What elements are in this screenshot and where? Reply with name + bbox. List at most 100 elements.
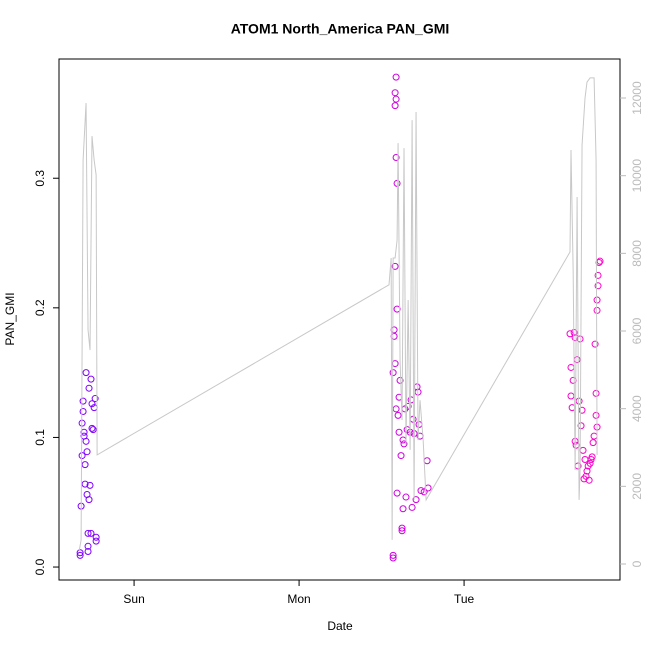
point: [586, 459, 594, 467]
point: [404, 402, 412, 410]
point: [79, 397, 87, 405]
point: [579, 446, 587, 454]
chart-title: ATOM1 North_America PAN_GMI: [231, 21, 450, 37]
y-tick-label: 0.3: [33, 170, 47, 187]
y-tick-label: 0.0: [33, 558, 47, 575]
point: [82, 369, 90, 377]
point: [389, 554, 397, 562]
point: [393, 489, 401, 497]
point: [583, 467, 591, 475]
point: [585, 476, 593, 484]
point: [390, 332, 398, 340]
point: [84, 529, 92, 537]
point: [83, 448, 91, 456]
point: [78, 452, 86, 460]
point: [76, 551, 84, 559]
point: [88, 424, 96, 432]
y-tick-label: 0.2: [33, 299, 47, 316]
point: [399, 436, 407, 444]
point: [392, 73, 400, 81]
point: [92, 533, 100, 541]
point: [87, 375, 95, 383]
point: [88, 400, 96, 408]
point: [84, 547, 92, 555]
point: [392, 153, 400, 161]
point: [576, 335, 584, 343]
point: [412, 496, 420, 504]
point: [392, 405, 400, 413]
point: [589, 439, 597, 447]
point: [394, 411, 402, 419]
point: [87, 529, 95, 537]
point: [89, 426, 97, 434]
point: [76, 549, 84, 557]
point: [91, 395, 99, 403]
point: [393, 179, 401, 187]
point: [581, 455, 589, 463]
point: [596, 257, 604, 265]
point: [566, 330, 574, 338]
y2-tick-label: 4000: [630, 395, 644, 422]
point: [85, 496, 93, 504]
point: [594, 271, 602, 279]
point: [391, 262, 399, 270]
y-tick-label: 0.1: [33, 429, 47, 446]
point: [567, 363, 575, 371]
x-axis-label: Date: [327, 619, 353, 633]
point: [85, 384, 93, 392]
point: [80, 428, 88, 436]
point: [575, 397, 583, 405]
y2-tick-label: 12000: [630, 81, 644, 115]
point: [594, 282, 602, 290]
point: [593, 296, 601, 304]
point: [591, 340, 599, 348]
point: [592, 411, 600, 419]
point: [391, 360, 399, 368]
point: [577, 422, 585, 430]
point: [398, 527, 406, 535]
point: [402, 493, 410, 501]
point: [590, 432, 598, 440]
y2-line: [78, 77, 598, 552]
point: [391, 102, 399, 110]
point: [588, 453, 596, 461]
point: [569, 376, 577, 384]
point: [398, 524, 406, 532]
plot-frame: [58, 58, 621, 581]
point: [399, 505, 407, 513]
y-axis-label: PAN_GMI: [3, 292, 17, 345]
point: [391, 89, 399, 97]
point: [397, 452, 405, 460]
point: [81, 461, 89, 469]
point: [408, 503, 416, 511]
point: [409, 415, 417, 423]
y2-tick-label: 2000: [630, 473, 644, 500]
y2-tick-label: 0: [630, 560, 644, 567]
x-tick-label: Mon: [287, 592, 310, 606]
point: [592, 389, 600, 397]
point: [79, 408, 87, 416]
point: [86, 481, 94, 489]
point: [389, 551, 397, 559]
point: [392, 95, 400, 103]
point: [413, 383, 421, 391]
point: [82, 437, 90, 445]
point: [92, 537, 100, 545]
point: [567, 392, 575, 400]
y2-tick-label: 10000: [630, 159, 644, 193]
point: [417, 487, 425, 495]
point: [573, 356, 581, 364]
point: [578, 406, 586, 414]
point: [84, 542, 92, 550]
point: [400, 440, 408, 448]
point: [390, 326, 398, 334]
x-tick-label: Tue: [454, 592, 475, 606]
y2-tick-label: 8000: [630, 240, 644, 267]
point: [81, 480, 89, 488]
point: [423, 457, 431, 465]
point: [396, 376, 404, 384]
point: [395, 428, 403, 436]
y2-tick-label: 6000: [630, 317, 644, 344]
